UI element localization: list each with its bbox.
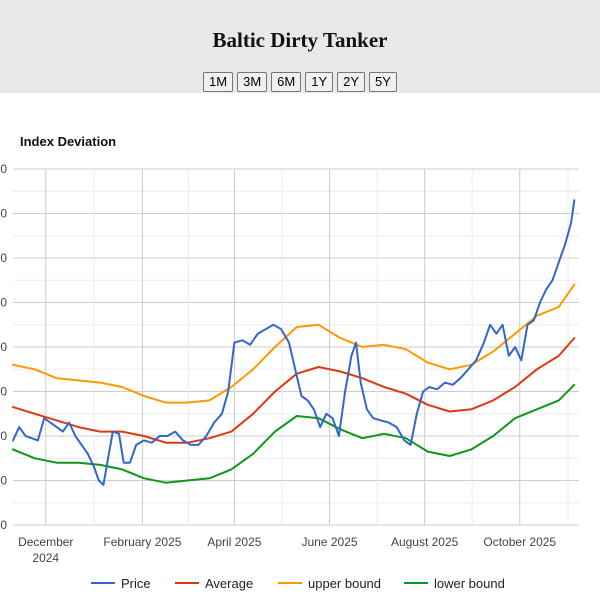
range-button-2y[interactable]: 2Y — [337, 72, 366, 92]
chart-title: Index Deviation — [20, 134, 117, 149]
page-header: Baltic Dirty Tanker 1M 3M 6M 1Y 2Y 5Y — [0, 0, 600, 93]
x-tick-label: October 2025 — [483, 535, 556, 549]
x-tick-label: June 2025 — [301, 535, 357, 549]
x-tick-label: February 2025 — [103, 535, 181, 549]
legend-label: lower bound — [434, 576, 505, 591]
chart-grid — [13, 168, 579, 526]
x-tick-label: August 2025 — [391, 535, 459, 549]
range-button-group: 1M 3M 6M 1Y 2Y 5Y — [0, 72, 600, 92]
x-tick-label: 2024 — [32, 551, 59, 565]
y-tick-label: 0 — [0, 340, 7, 354]
y-tick-label: 0 — [0, 518, 7, 532]
range-button-6m[interactable]: 6M — [271, 72, 302, 92]
series-line-upper-bound — [12, 283, 576, 404]
legend-item-lower-bound[interactable]: lower bound — [404, 576, 505, 591]
y-axis-labels: 0 0 0 0 0 0 0 0 0 — [0, 162, 7, 532]
series-line-price — [12, 199, 576, 486]
y-tick-label: 0 — [0, 474, 7, 488]
legend-label: upper bound — [308, 576, 381, 591]
legend-label: Average — [205, 576, 253, 591]
legend-item-average[interactable]: Average — [175, 576, 253, 591]
x-tick-label: April 2025 — [207, 535, 261, 549]
legend-item-upper-bound[interactable]: upper bound — [278, 576, 381, 591]
y-tick-label: 0 — [0, 296, 7, 310]
y-tick-label: 0 — [0, 251, 7, 265]
range-button-1m[interactable]: 1M — [203, 72, 234, 92]
page-title: Baltic Dirty Tanker — [212, 28, 388, 52]
y-tick-label: 0 — [0, 162, 7, 176]
line-chart: 0 0 0 0 0 0 0 0 0 December 2024 February 2025 April… — [0, 162, 579, 591]
chart-series — [12, 199, 576, 486]
chart-legend: Price Average upper bound lower bound — [91, 576, 505, 591]
y-tick-label: 0 — [0, 429, 7, 443]
y-tick-label: 0 — [0, 207, 7, 221]
legend-item-price[interactable]: Price — [91, 576, 151, 591]
series-line-lower-bound — [12, 383, 576, 484]
x-axis-labels: December 2024 February 2025 April 2025 June … — [18, 535, 556, 565]
y-tick-label: 0 — [0, 385, 7, 399]
x-tick-label: December — [18, 535, 73, 549]
range-button-5y[interactable]: 5Y — [369, 72, 397, 92]
range-button-1y[interactable]: 1Y — [305, 72, 334, 92]
legend-label: Price — [121, 576, 151, 591]
range-button-3m[interactable]: 3M — [237, 72, 268, 92]
